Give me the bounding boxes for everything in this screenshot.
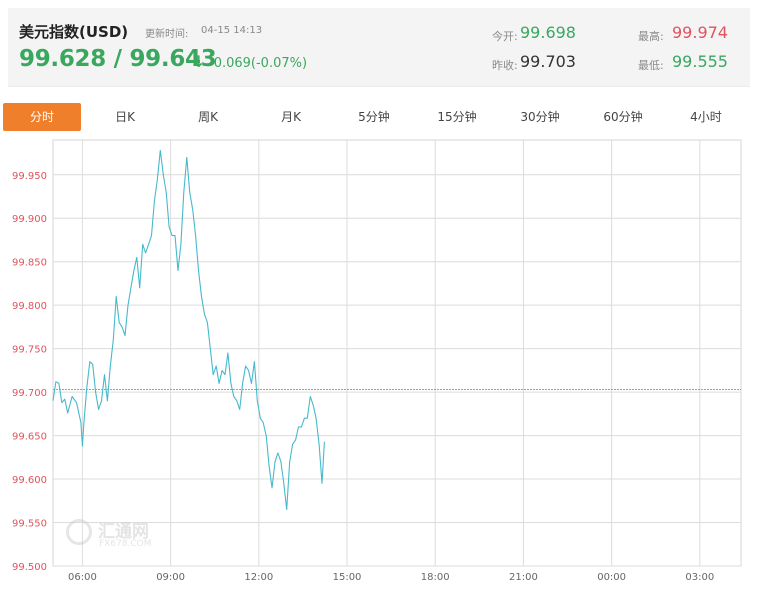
tab-30min[interactable]: 30分钟: [520, 110, 560, 124]
tab-intraday[interactable]: 分时: [3, 103, 81, 131]
open-label: 今开:: [492, 30, 518, 43]
watermark-logo-icon: [66, 519, 92, 545]
tab-60min[interactable]: 60分钟: [603, 110, 643, 124]
y-tick-label: 99.800: [12, 301, 47, 312]
y-tick-label: 99.850: [12, 258, 47, 269]
bid-ask-price: 99.628 / 99.643: [19, 46, 217, 72]
high-value: 99.974: [672, 23, 728, 42]
low-label: 最低:: [638, 59, 664, 72]
y-tick-label: 99.650: [12, 432, 47, 443]
x-tick-label: 06:00: [68, 572, 97, 583]
x-tick-label: 09:00: [156, 572, 185, 583]
prev-close-value: 99.703: [520, 52, 576, 71]
price-line: [52, 149, 325, 511]
update-time-value: 04-15 14:13: [201, 25, 263, 36]
price-change: -0.069(-0.07%): [209, 56, 308, 71]
x-tick-label: 12:00: [244, 572, 273, 583]
tab-5min[interactable]: 5分钟: [358, 110, 390, 124]
watermark-text: 汇通网: [98, 522, 149, 542]
watermark-subtext: FX678.COM: [99, 539, 152, 549]
tab-15min[interactable]: 15分钟: [437, 110, 477, 124]
y-tick-label: 99.500: [12, 562, 47, 573]
plot-area: [52, 139, 742, 567]
high-label: 最高:: [638, 30, 664, 43]
x-tick-label: 00:00: [597, 572, 626, 583]
tab-daily-k[interactable]: 日K: [115, 110, 135, 124]
quote-header: 美元指数(USD) 更新时间: 04-15 14:13 99.628 / 99.…: [8, 8, 750, 87]
tab-4hour[interactable]: 4小时: [690, 110, 722, 124]
instrument-title: 美元指数(USD): [19, 23, 129, 41]
y-tick-label: 99.750: [12, 345, 47, 356]
prev-close-label: 昨收:: [492, 59, 518, 72]
y-tick-label: 99.900: [12, 214, 47, 225]
y-tick-label: 99.950: [12, 171, 47, 182]
x-tick-label: 15:00: [333, 572, 362, 583]
low-value: 99.555: [672, 52, 728, 71]
y-tick-label: 99.700: [12, 388, 47, 399]
update-time-label: 更新时间:: [145, 29, 189, 40]
tab-weekly-k[interactable]: 周K: [198, 110, 218, 124]
x-tick-label: 18:00: [421, 572, 450, 583]
tab-monthly-k[interactable]: 月K: [281, 110, 301, 124]
x-tick-label: 03:00: [685, 572, 714, 583]
timeframe-tabs: 分时 日K 周K 月K 5分钟 15分钟 30分钟 60分钟 4小时: [0, 103, 766, 131]
y-tick-label: 99.550: [12, 519, 47, 530]
x-tick-label: 21:00: [509, 572, 538, 583]
y-tick-label: 99.600: [12, 475, 47, 486]
down-arrow-icon: ↓: [192, 52, 206, 71]
intraday-chart: 99.500 99.550 99.600 99.650 99.700 99.750 99.8…: [12, 139, 742, 583]
open-value: 99.698: [520, 23, 576, 42]
